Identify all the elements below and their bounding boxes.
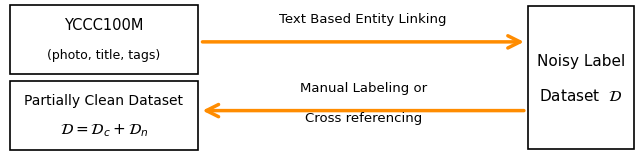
Text: Manual Labeling or: Manual Labeling or <box>300 82 427 95</box>
Text: Noisy Label: Noisy Label <box>537 54 625 69</box>
Text: (photo, title, tags): (photo, title, tags) <box>47 49 161 62</box>
FancyBboxPatch shape <box>10 5 198 74</box>
FancyBboxPatch shape <box>528 6 634 149</box>
Text: YCCC100M: YCCC100M <box>64 18 144 33</box>
Text: $\mathcal{D} = \mathcal{D}_c + \mathcal{D}_n$: $\mathcal{D} = \mathcal{D}_c + \mathcal{… <box>60 123 148 140</box>
Text: Partially Clean Dataset: Partially Clean Dataset <box>24 94 184 108</box>
Text: Text Based Entity Linking: Text Based Entity Linking <box>280 13 447 26</box>
FancyBboxPatch shape <box>10 81 198 150</box>
Text: Cross referencing: Cross referencing <box>305 112 422 125</box>
Text: Dataset  $\mathcal{D}$: Dataset $\mathcal{D}$ <box>539 88 623 104</box>
